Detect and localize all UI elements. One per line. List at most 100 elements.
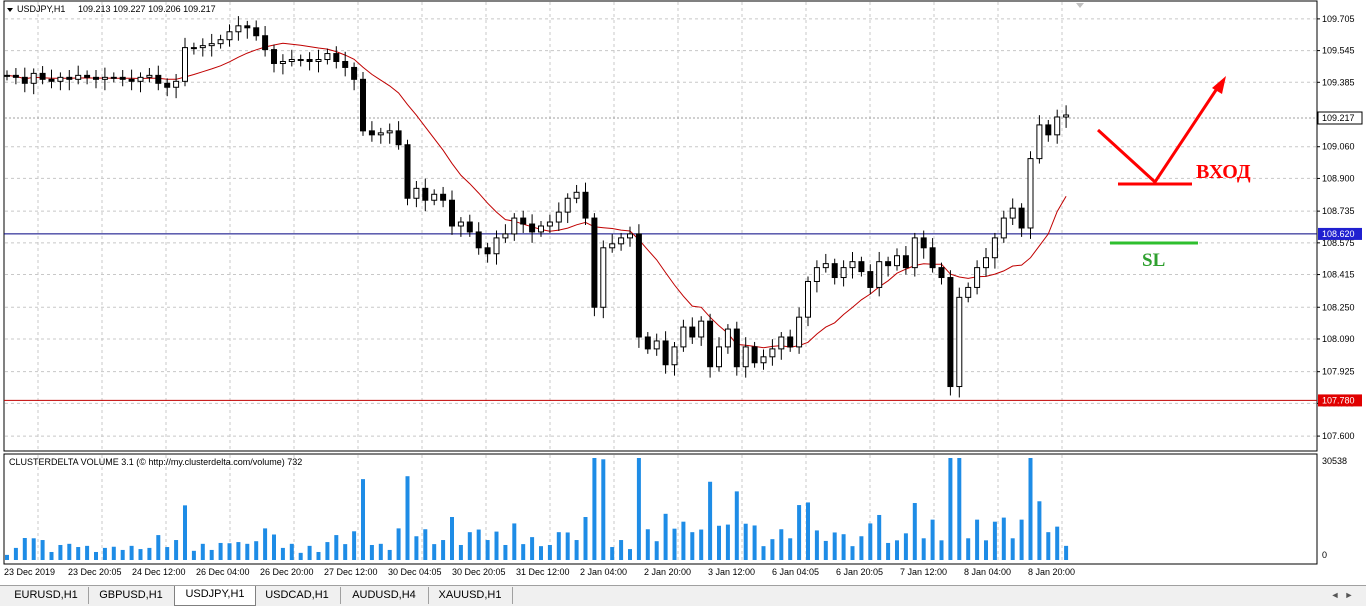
- tab-xauusd-h1[interactable]: XAUUSD,H1: [428, 587, 513, 604]
- volume-bar: [476, 529, 481, 560]
- volume-bar: [619, 540, 624, 560]
- volume-bar: [352, 531, 357, 560]
- candle-body: [787, 336, 794, 348]
- candle-body: [751, 346, 758, 364]
- volume-bar: [912, 503, 917, 560]
- volume-bar: [823, 540, 828, 560]
- volume-bar: [895, 540, 899, 560]
- price-tick-label: 108.250: [1322, 302, 1355, 312]
- horizontal-levels[interactable]: [4, 233, 1317, 401]
- tab-scroll-left-icon[interactable]: ◄: [1330, 590, 1340, 600]
- chart-canvas[interactable]: 109.705 109.545 109.385 109.060 108.900 108.7…: [0, 0, 1366, 585]
- volume-bar: [681, 521, 686, 560]
- price-chart-frame: [3, 0, 1318, 452]
- volume-bar: [512, 523, 517, 560]
- candle-body: [885, 261, 892, 267]
- volume-bar: [147, 547, 152, 560]
- candle-body: [431, 193, 438, 201]
- volume-bar: [930, 519, 935, 560]
- tab-scroll-right-icon[interactable]: ►: [1344, 590, 1354, 600]
- candle-body: [1045, 124, 1052, 136]
- candle-body: [164, 82, 171, 88]
- entry-annotation[interactable]: ВХОД: [1096, 76, 1251, 186]
- candle-body: [502, 233, 509, 239]
- time-tick-label: 8 Jan 20:00: [1028, 567, 1075, 577]
- entry-arrow-path: [1096, 83, 1222, 185]
- indicator-title: CLUSTERDELTA VOLUME 3.1 (© http://my.clu…: [9, 457, 302, 467]
- time-tick-label: 27 Dec 12:00: [324, 567, 378, 577]
- tab-gbpusd-h1[interactable]: GBPUSD,H1: [88, 587, 175, 604]
- volume-bar: [663, 513, 668, 560]
- candle-body: [511, 217, 518, 235]
- candle-body: [529, 223, 536, 233]
- volume-bar: [868, 523, 873, 560]
- candle-body: [1027, 158, 1034, 229]
- ohlc-label: 109.213 109.227 109.206 109.217: [78, 4, 216, 14]
- volume-bar: [752, 525, 757, 560]
- volume-bar: [361, 479, 365, 560]
- candle-body: [173, 80, 180, 88]
- candle-body: [262, 35, 269, 51]
- volume-bar: [200, 543, 205, 560]
- candle-body: [1063, 114, 1070, 118]
- volume-bar: [636, 458, 641, 560]
- volume-bar: [610, 547, 615, 560]
- volume-bar: [886, 542, 891, 560]
- candle-body: [368, 130, 375, 136]
- candle-body: [360, 78, 366, 132]
- time-tick-label: 31 Dec 12:00: [516, 567, 570, 577]
- chart-shift-icon[interactable]: [1076, 3, 1084, 8]
- candle-body: [760, 356, 767, 364]
- candle-body: [965, 286, 972, 298]
- volume-bar: [948, 458, 953, 560]
- time-tick-label: 24 Dec 12:00: [132, 567, 186, 577]
- chart-grid: [5, 2, 1316, 450]
- volume-bar: [316, 551, 321, 560]
- candle-body: [849, 261, 856, 269]
- volume-bar: [138, 549, 143, 560]
- volume-bar: [583, 517, 588, 560]
- volume-bar: [699, 529, 704, 560]
- volume-bar: [957, 458, 962, 560]
- candle-body: [75, 74, 82, 80]
- volume-bar: [387, 549, 392, 560]
- volume-bar: [717, 525, 721, 560]
- price-tick-label: 108.575: [1322, 238, 1355, 248]
- candle-body: [244, 25, 251, 29]
- time-tick-label: 30 Dec 04:05: [388, 567, 442, 577]
- volume-bar: [1001, 517, 1006, 560]
- tab-audusd-h4[interactable]: AUDUSD,H4: [340, 587, 429, 604]
- time-axis: 23 Dec 2019 23 Dec 20:05 24 Dec 12:00 26 De…: [4, 567, 1075, 577]
- tab-eurusd-h1[interactable]: EURUSD,H1: [4, 587, 89, 604]
- tab-usdjpy-h1[interactable]: USDJPY,H1: [174, 586, 256, 606]
- volume-bar: [369, 544, 374, 560]
- candle-body: [208, 43, 215, 47]
- candle-body: [288, 59, 295, 62]
- candle-body: [466, 221, 473, 233]
- candle-body: [662, 340, 669, 366]
- volume-bar: [832, 532, 837, 560]
- time-tick-label: 2 Jan 04:00: [580, 567, 627, 577]
- candle-body: [93, 76, 99, 80]
- volume-bar: [539, 546, 543, 560]
- red-level-tag-text: 107.780: [1322, 395, 1355, 405]
- stop-loss-annotation[interactable]: SL: [1110, 241, 1198, 271]
- volume-bar: [574, 540, 579, 560]
- volume-bar: [5, 554, 9, 560]
- volume-bar: [966, 538, 971, 560]
- candle-body: [253, 27, 260, 37]
- candle-body: [1009, 207, 1016, 219]
- price-tick-label: 108.090: [1322, 334, 1355, 344]
- candle-body: [235, 25, 242, 33]
- dropdown-icon[interactable]: [7, 8, 13, 12]
- candle-body: [333, 53, 340, 62]
- candle-body: [938, 267, 945, 279]
- volume-bar: [191, 550, 196, 560]
- tab-usdcad-h1[interactable]: USDCAD,H1: [254, 587, 341, 604]
- volume-bar: [1037, 501, 1042, 560]
- candle-body: [876, 261, 883, 288]
- candle-body: [555, 211, 562, 223]
- candle-body: [101, 76, 108, 80]
- volume-bar: [556, 532, 561, 560]
- volume-bar: [601, 459, 606, 560]
